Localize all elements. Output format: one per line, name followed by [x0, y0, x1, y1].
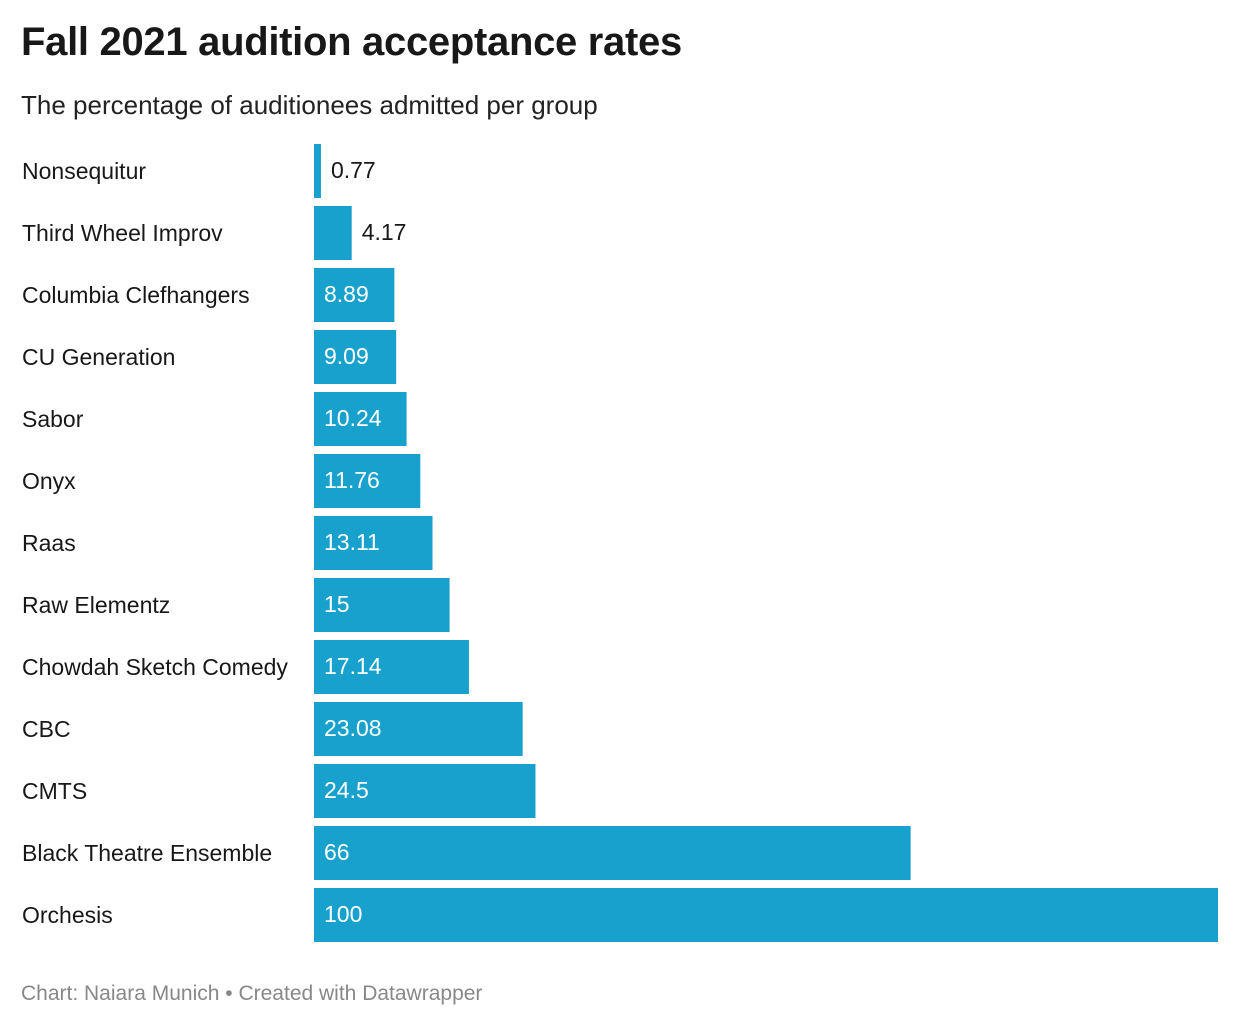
- category-label: CMTS: [22, 778, 87, 804]
- category-label: Columbia Clefhangers: [22, 282, 250, 308]
- value-label: 15: [324, 591, 350, 617]
- chart-footer: Chart: Naiara Munich • Created with Data…: [21, 982, 482, 1006]
- bar: [314, 206, 352, 260]
- category-label: Raw Elementz: [22, 592, 170, 618]
- category-label: CU Generation: [22, 344, 175, 370]
- value-label: 4.17: [362, 219, 407, 245]
- bar: [314, 454, 421, 508]
- value-label: 11.76: [324, 467, 380, 493]
- value-label: 100: [324, 901, 362, 927]
- value-label: 13.11: [324, 529, 380, 555]
- category-label: Raas: [22, 530, 76, 556]
- bar: [314, 392, 407, 446]
- bar: [314, 578, 450, 632]
- chart-title: Fall 2021 audition acceptance rates: [21, 20, 682, 64]
- bar: [314, 702, 523, 756]
- bar: [314, 516, 433, 570]
- value-label: 66: [324, 839, 350, 865]
- bar: [314, 764, 536, 818]
- category-label: Nonsequitur: [22, 158, 146, 184]
- bar: [314, 826, 911, 880]
- category-label: Onyx: [22, 468, 76, 494]
- bar-chart: Nonsequitur 0.77 Third Wheel Improv 4.17 Col…: [22, 144, 1218, 942]
- category-label: Sabor: [22, 406, 84, 432]
- category-label: Black Theatre Ensemble: [22, 840, 272, 866]
- value-label: 10.24: [324, 405, 382, 431]
- value-label: 23.08: [324, 715, 382, 741]
- bar: [314, 144, 321, 198]
- bar: [314, 640, 469, 694]
- value-label: 0.77: [331, 157, 376, 183]
- category-label: Chowdah Sketch Comedy: [22, 654, 288, 680]
- footer-separator: •: [225, 982, 233, 1005]
- bar: [314, 330, 397, 384]
- category-label: CBC: [22, 716, 71, 742]
- value-label: 8.89: [324, 281, 369, 307]
- chart-subtitle: The percentage of auditionees admitted p…: [21, 90, 598, 120]
- bar: [314, 268, 395, 322]
- value-label: 17.14: [324, 653, 382, 679]
- bar: [314, 888, 1218, 942]
- footer-credit-link[interactable]: Created with Datawrapper: [238, 982, 483, 1005]
- footer-source: Chart: Naiara Munich: [21, 982, 220, 1005]
- category-label: Third Wheel Improv: [22, 220, 223, 246]
- value-label: 9.09: [324, 343, 369, 369]
- value-label: 24.5: [324, 777, 369, 803]
- category-label: Orchesis: [22, 902, 113, 928]
